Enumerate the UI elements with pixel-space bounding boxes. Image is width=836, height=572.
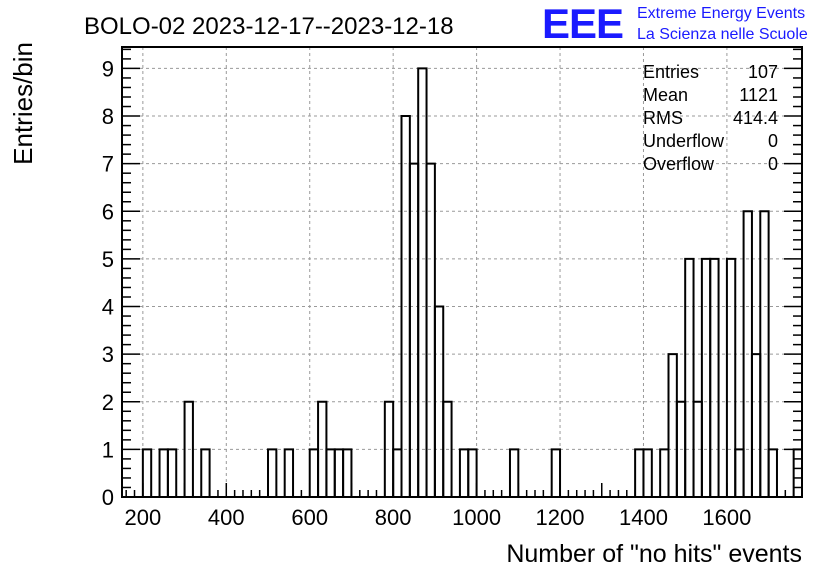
y-tick-label: 8 (102, 104, 114, 129)
histogram-bin (267, 448, 278, 497)
y-tick-label: 9 (102, 56, 114, 81)
x-tick-label: 800 (375, 505, 412, 530)
histogram-bin (442, 400, 453, 497)
histogram-bin (342, 448, 353, 497)
histogram-bin (634, 448, 645, 497)
x-tick-label: 1600 (702, 505, 751, 530)
histogram-bin (667, 353, 678, 497)
chart-title: BOLO-02 2023-12-17--2023-12-18 (84, 13, 454, 40)
stats-label: Mean (643, 85, 688, 105)
x-tick-labels: 200 400 600 800 1000 1200 1400 1600 (124, 505, 751, 530)
stats-value: 414.4 (733, 108, 778, 128)
plot-frame (121, 46, 803, 498)
histogram-bin (408, 162, 420, 497)
stats-label: RMS (643, 108, 683, 128)
histogram-bin (392, 448, 403, 497)
histogram-bin (425, 162, 436, 497)
x-tick-label: 1000 (452, 505, 501, 530)
stats-label: Overflow (643, 154, 715, 174)
histogram-bin (325, 448, 336, 497)
y-axis-title: Entries/bin (8, 42, 38, 165)
y-tick-label: 5 (102, 247, 114, 272)
histogram-bin (792, 448, 803, 497)
histogram-bin (467, 448, 478, 497)
histogram-bin (141, 448, 153, 497)
y-tick-label: 7 (102, 152, 114, 177)
stats-value: 107 (748, 62, 778, 82)
eee-logo: EEE Extreme Energy Events La Scienza nel… (542, 0, 808, 47)
x-axis-title: Number of "no hits" events (506, 540, 802, 568)
histogram-bin (642, 448, 653, 497)
stats-value: 1121 (739, 85, 778, 105)
histogram-bin (767, 448, 778, 497)
histogram-bin (684, 257, 695, 497)
histogram-bin (725, 257, 737, 497)
histogram-bin (458, 448, 470, 497)
x-tick-label: 1200 (536, 505, 585, 530)
stats-value: 0 (768, 131, 778, 151)
x-tick-label: 600 (291, 505, 328, 530)
histogram-bin (734, 448, 745, 497)
stats-label: Entries (643, 62, 699, 82)
histogram-bin (333, 448, 345, 497)
stats-value: 0 (768, 154, 778, 174)
histogram-bin (183, 400, 194, 497)
logo-mark: EEE (542, 0, 623, 47)
y-tick-label: 0 (102, 485, 114, 510)
y-tick-label: 3 (102, 342, 114, 367)
histogram-bin (200, 448, 211, 497)
histogram-bin (417, 67, 428, 497)
histogram-bin (166, 448, 178, 497)
y-tick-label: 2 (102, 390, 114, 415)
stats-label: Underflow (643, 131, 725, 151)
histogram-bin (158, 448, 169, 497)
logo-line1: Extreme Energy Events (637, 5, 805, 22)
x-tick-label: 1400 (619, 505, 668, 530)
histogram-bin (659, 448, 670, 497)
y-tick-label: 1 (102, 437, 114, 462)
y-tick-label: 6 (102, 199, 114, 224)
x-tick-label: 400 (208, 505, 245, 530)
logo-line2: La Scienza nelle Scuole (637, 26, 808, 43)
histogram-bars (141, 67, 803, 497)
grid-lines (122, 47, 802, 497)
histogram-bin (550, 448, 562, 497)
stats-box: Entries 107 Mean 1121 RMS 414.4 Underflow 0 Over… (643, 62, 778, 174)
histogram-bin (508, 448, 520, 497)
histogram-bin (308, 448, 320, 497)
y-tick-label: 4 (102, 295, 114, 320)
histogram-bin (750, 353, 762, 497)
histogram-bin (700, 257, 712, 497)
y-tick-labels: 0 1 2 3 4 5 6 7 8 9 (102, 56, 114, 510)
histogram-bin (709, 257, 720, 497)
x-tick-label: 200 (124, 505, 161, 530)
axis-ticks (122, 48, 803, 498)
histogram-bin (283, 448, 295, 497)
histogram-bin (759, 210, 770, 497)
